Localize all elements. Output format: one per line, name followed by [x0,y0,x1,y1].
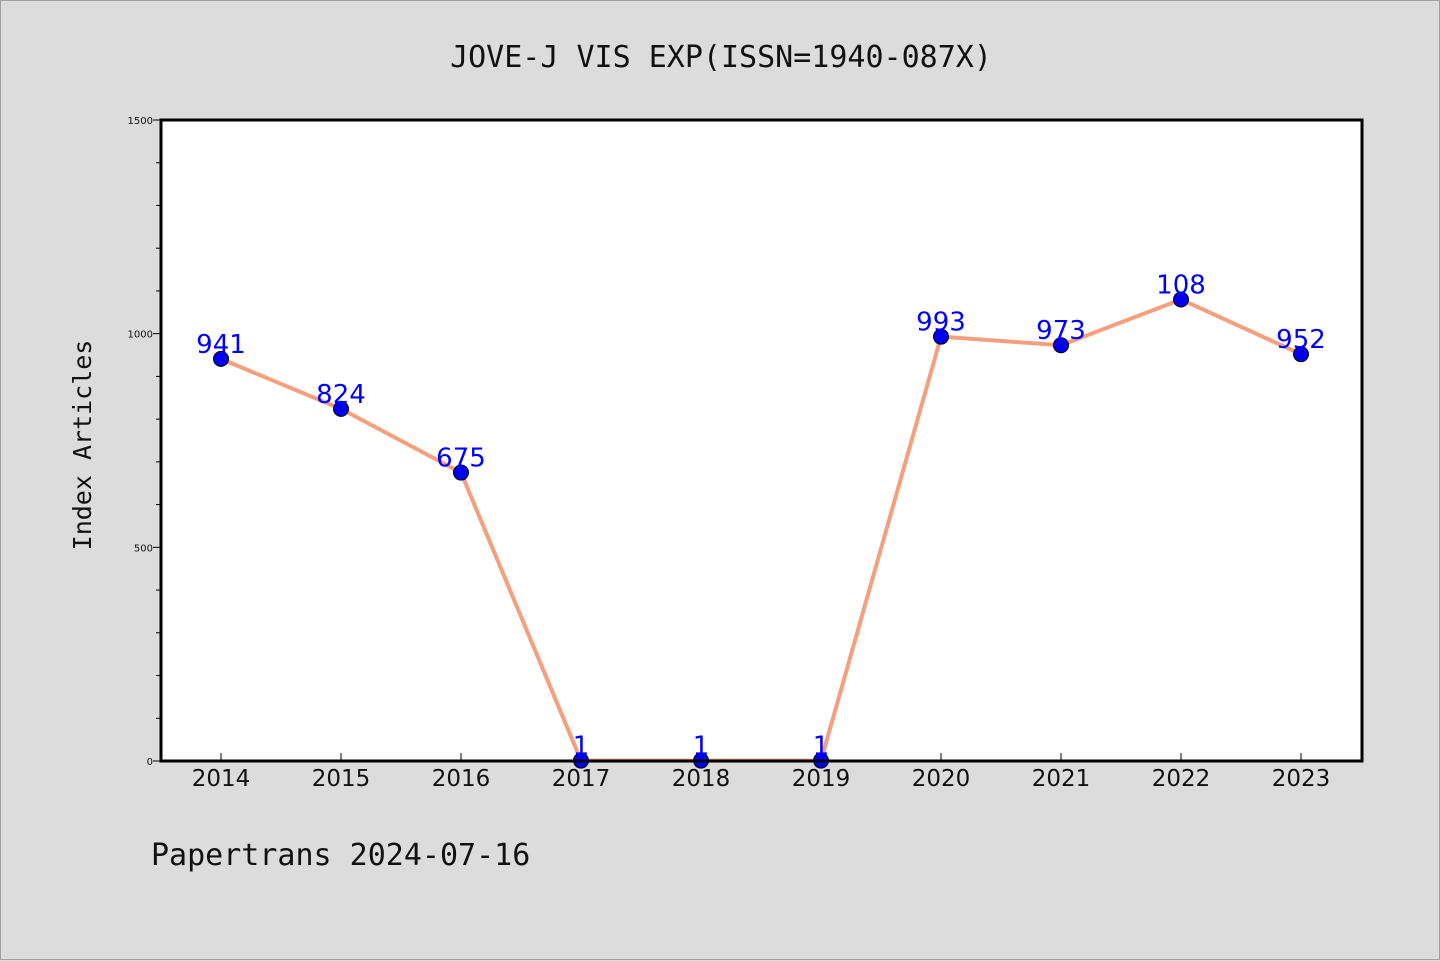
data-point [1293,346,1309,363]
y-axis-label: Index Articles [68,340,97,551]
data-label: 1 [813,732,830,762]
y-tick-label: 500 [134,543,153,554]
plot-area [161,120,1362,761]
x-tick-label: 2019 [792,766,851,792]
data-markers [213,291,1309,769]
x-tick-label: 2014 [192,766,251,792]
data-point [453,464,469,481]
chart-title: JOVE-J VIS EXP(ISSN=1940-087X) [450,40,992,75]
y-tick-label: 0 [147,757,153,768]
data-point [933,328,949,345]
x-tick-label: 2021 [1032,766,1091,792]
data-label: 675 [436,444,486,474]
data-label: 952 [1276,325,1326,355]
data-label: 993 [916,308,966,338]
data-point [213,350,229,367]
data-label: 108 [1156,270,1206,300]
data-labels: 941 824 675 1 1 1 993 973 108 952 [196,270,1326,761]
x-tick-label: 2016 [432,766,491,792]
data-label: 824 [316,380,366,410]
x-tick-label: 2023 [1272,766,1331,792]
x-tick-label: 2017 [552,766,611,792]
x-tick-label: 2022 [1152,766,1211,792]
data-label: 973 [1036,316,1086,346]
data-label: 941 [196,330,246,360]
x-tick-label: 2015 [312,766,371,792]
y-axis-ticks: 0 500 1000 1500 [128,116,161,768]
y-tick-label: 1500 [128,116,153,127]
x-tick-label: 2018 [672,766,731,792]
x-tick-label: 2020 [912,766,971,792]
data-point [1053,337,1069,354]
y-tick-label: 1000 [128,330,153,341]
x-axis-ticks: 2014 2015 2016 2017 2018 2019 2020 2021 2022 2023 [192,753,1331,792]
data-label: 1 [573,732,590,762]
data-point [333,400,349,417]
plot-border [159,118,1364,763]
footer-text: Papertrans 2024-07-16 [151,838,530,873]
data-point [1173,291,1189,308]
data-label: 1 [693,732,710,762]
